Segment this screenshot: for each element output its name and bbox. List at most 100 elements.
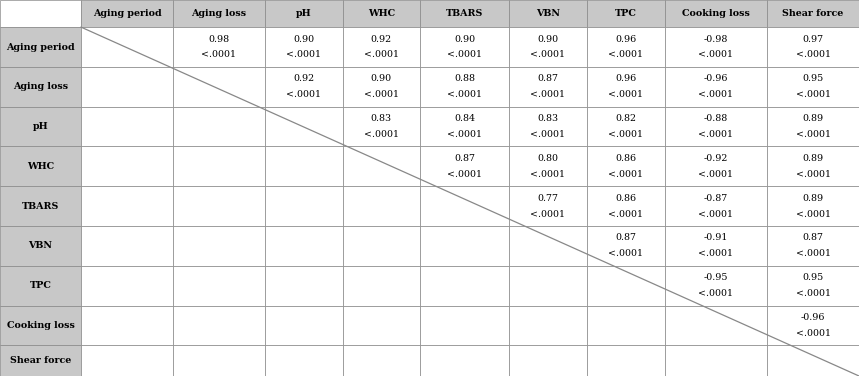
Text: 0.98: 0.98	[208, 35, 229, 44]
Text: <.0001: <.0001	[448, 170, 482, 179]
Bar	[587, 146, 665, 186]
Text: Aging period: Aging period	[6, 42, 75, 52]
Text: Shear force: Shear force	[10, 356, 71, 365]
Bar	[265, 146, 343, 186]
Text: <.0001: <.0001	[698, 90, 734, 99]
Bar	[665, 266, 767, 305]
Bar	[665, 67, 767, 107]
Text: <.0001: <.0001	[608, 170, 643, 179]
Bar	[81, 107, 173, 146]
Text: 0.87: 0.87	[802, 233, 824, 243]
Bar	[0, 107, 81, 146]
Bar	[420, 0, 509, 27]
Text: Shear force: Shear force	[783, 9, 844, 18]
Bar	[767, 67, 859, 107]
Bar	[767, 226, 859, 266]
Bar	[343, 226, 420, 266]
Bar	[265, 27, 343, 67]
Bar	[509, 107, 587, 146]
Text: -0.87: -0.87	[704, 194, 728, 203]
Bar	[767, 146, 859, 186]
Text: -0.95: -0.95	[704, 273, 728, 282]
Text: <.0001: <.0001	[448, 90, 482, 99]
Bar	[81, 27, 173, 67]
Bar	[509, 0, 587, 27]
Bar	[420, 146, 509, 186]
Bar	[0, 0, 81, 27]
Bar	[173, 67, 265, 107]
Text: <.0001: <.0001	[286, 50, 321, 59]
Bar	[420, 266, 509, 305]
Text: <.0001: <.0001	[608, 209, 643, 218]
Bar	[265, 107, 343, 146]
Text: <.0001: <.0001	[608, 130, 643, 139]
Bar	[509, 146, 587, 186]
Text: 0.95: 0.95	[802, 273, 824, 282]
Bar	[0, 226, 81, 266]
Text: 0.88: 0.88	[454, 74, 475, 83]
Bar	[509, 266, 587, 305]
Text: 0.96: 0.96	[615, 74, 637, 83]
Bar	[81, 186, 173, 226]
Bar	[265, 67, 343, 107]
Text: -0.96: -0.96	[704, 74, 728, 83]
Bar	[265, 0, 343, 27]
Text: -0.91: -0.91	[704, 233, 728, 243]
Bar	[509, 67, 587, 107]
Text: -0.98: -0.98	[704, 35, 728, 44]
Text: <.0001: <.0001	[698, 130, 734, 139]
Bar	[265, 186, 343, 226]
Text: 0.90: 0.90	[537, 35, 558, 44]
Text: <.0001: <.0001	[530, 209, 565, 218]
Bar	[665, 186, 767, 226]
Bar	[665, 107, 767, 146]
Bar	[173, 186, 265, 226]
Bar	[0, 27, 81, 67]
Text: <.0001: <.0001	[795, 90, 831, 99]
Bar	[81, 305, 173, 345]
Text: <.0001: <.0001	[530, 170, 565, 179]
Bar	[767, 305, 859, 345]
Bar	[587, 186, 665, 226]
Bar	[81, 226, 173, 266]
Bar	[665, 27, 767, 67]
Bar	[665, 146, 767, 186]
Bar	[0, 345, 81, 376]
Text: 0.89: 0.89	[802, 114, 824, 123]
Bar	[767, 27, 859, 67]
Text: <.0001: <.0001	[448, 50, 482, 59]
Text: <.0001: <.0001	[795, 50, 831, 59]
Bar	[0, 305, 81, 345]
Bar	[420, 27, 509, 67]
Text: <.0001: <.0001	[795, 249, 831, 258]
Text: TPC: TPC	[615, 9, 637, 18]
Bar	[173, 107, 265, 146]
Text: Cooking loss: Cooking loss	[7, 321, 75, 330]
Text: -0.96: -0.96	[801, 313, 825, 322]
Bar	[420, 67, 509, 107]
Bar	[81, 345, 173, 376]
Text: 0.87: 0.87	[538, 74, 558, 83]
Bar	[767, 266, 859, 305]
Text: <.0001: <.0001	[795, 130, 831, 139]
Text: <.0001: <.0001	[364, 130, 399, 139]
Text: 0.95: 0.95	[802, 74, 824, 83]
Bar	[767, 107, 859, 146]
Text: WHC: WHC	[27, 162, 54, 171]
Text: VBN: VBN	[28, 241, 52, 250]
Bar	[343, 305, 420, 345]
Bar	[767, 345, 859, 376]
Text: <.0001: <.0001	[795, 289, 831, 298]
Bar	[0, 186, 81, 226]
Bar	[173, 27, 265, 67]
Text: TBARS: TBARS	[21, 202, 59, 211]
Text: 0.89: 0.89	[802, 194, 824, 203]
Bar	[343, 266, 420, 305]
Text: 0.89: 0.89	[802, 154, 824, 163]
Bar	[587, 67, 665, 107]
Bar	[343, 107, 420, 146]
Text: TBARS: TBARS	[446, 9, 484, 18]
Bar	[420, 305, 509, 345]
Text: 0.96: 0.96	[615, 35, 637, 44]
Bar	[81, 266, 173, 305]
